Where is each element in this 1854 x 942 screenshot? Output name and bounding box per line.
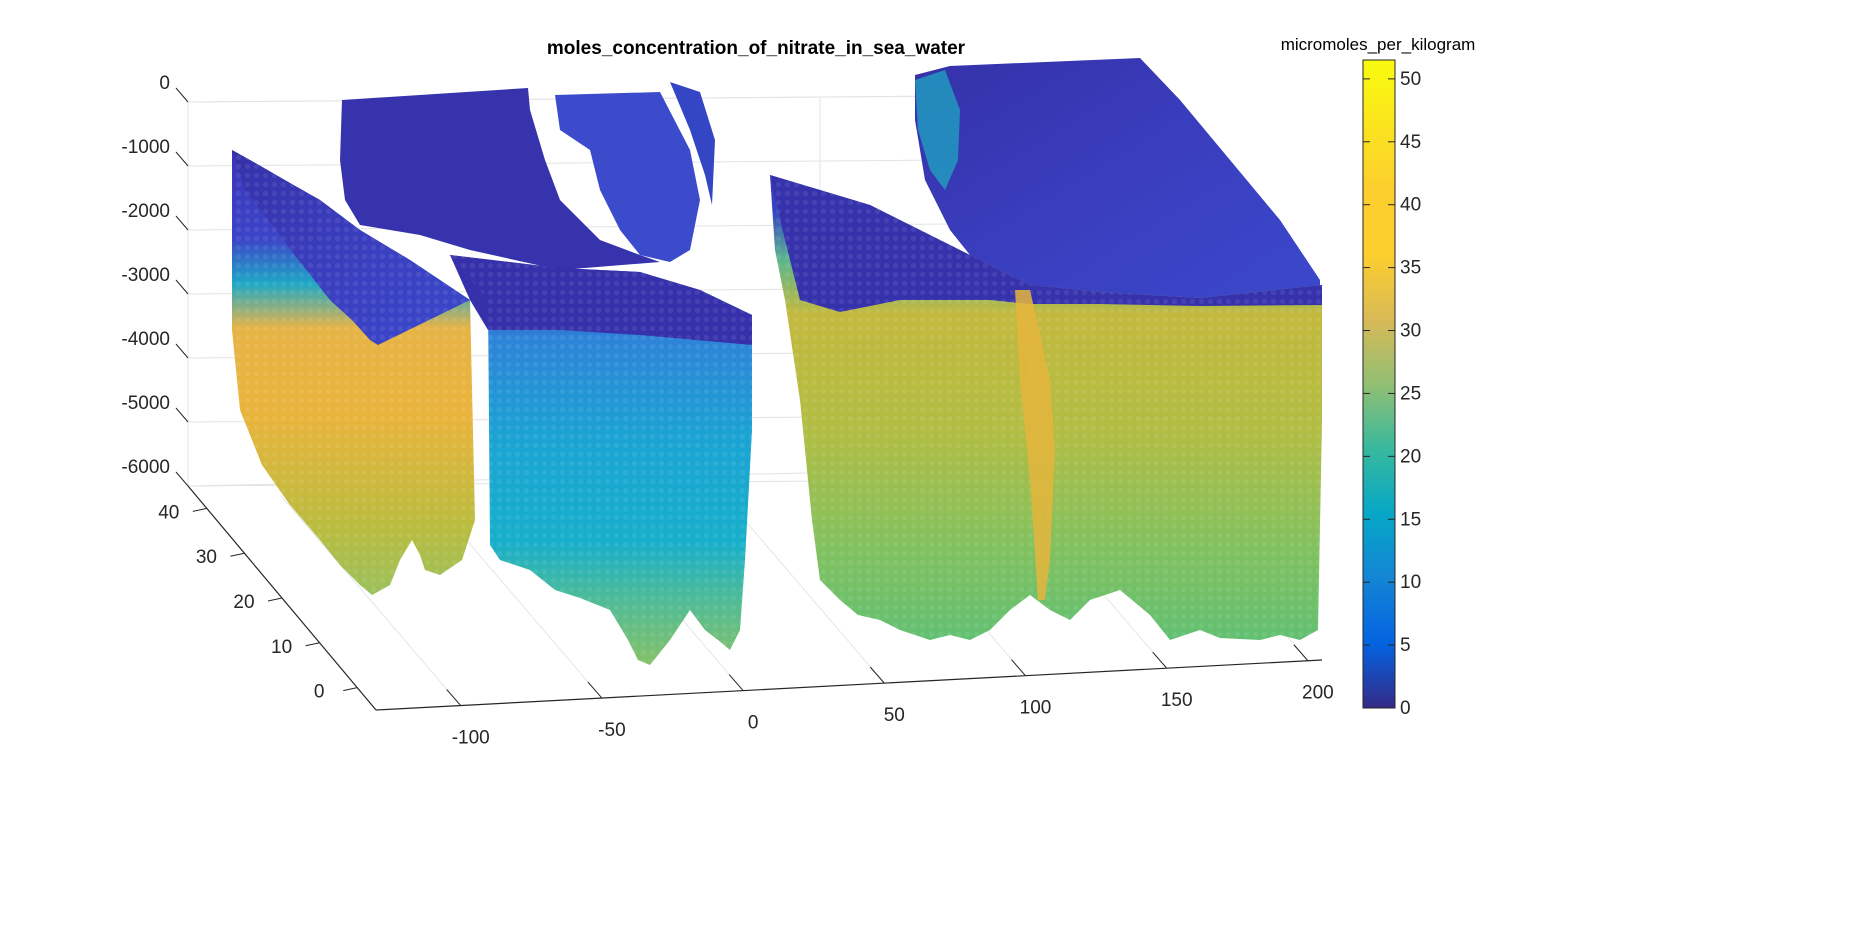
y-tick-mark: [230, 552, 245, 557]
x-tick-label: 200: [1302, 683, 1334, 704]
x-tick-label: 0: [748, 713, 759, 734]
series-central-block: [450, 255, 752, 665]
back-block-right-edge: [915, 70, 960, 190]
x-tick-label: -100: [452, 728, 490, 749]
colorbar-tick-label: 20: [1400, 446, 1421, 467]
z-tick-mark: [175, 151, 189, 167]
z-tick-mark: [175, 343, 189, 359]
series-back-surfaces: [340, 58, 1320, 305]
z-tick-label: 0: [159, 73, 170, 94]
z-tick-mark: [175, 407, 189, 423]
x-tick-mark: [1293, 644, 1309, 662]
z-tick-label: -5000: [121, 393, 170, 414]
colorbar-tick-label: 25: [1400, 383, 1421, 404]
y-axis: 0 10 20 30 40: [158, 502, 358, 703]
colorbar-tick-label: 5: [1400, 635, 1411, 656]
colorbar-ticks: 0 5 10 15 20 25 30 35 40 45 50: [1363, 69, 1421, 719]
west-dot-texture: [232, 150, 475, 595]
back-block-right: [915, 58, 1320, 305]
x-tick-mark: [446, 689, 462, 706]
colorbar-tick-label: 40: [1400, 195, 1421, 216]
z-tick-mark: [175, 471, 189, 487]
east-high-feature: [1015, 290, 1055, 600]
y-tick-mark: [192, 507, 207, 512]
y-tick-mark: [343, 687, 358, 692]
z-tick-mark: [175, 215, 189, 231]
colorbar-tick-label: 15: [1400, 509, 1421, 530]
colorbar-tick-label: 10: [1400, 572, 1421, 593]
y-tick-label: 10: [271, 637, 292, 658]
back-block-left: [340, 88, 660, 270]
series-west-block: [232, 150, 475, 595]
y-tick-mark: [305, 642, 320, 647]
x-tick-mark: [1152, 651, 1168, 669]
colorbar-tick-label: 0: [1400, 698, 1411, 719]
back-block-middle: [555, 92, 700, 262]
x-tick-mark: [1011, 659, 1026, 677]
y-tick-mark: [267, 597, 283, 602]
z-tick-label: -3000: [121, 265, 170, 286]
z-tick-label: -4000: [121, 329, 170, 350]
colorbar-tick-label: 35: [1400, 258, 1421, 279]
x-tick-label: -50: [598, 720, 625, 741]
colorbar-gradient: [1362, 59, 1396, 709]
back-strip: [670, 82, 715, 205]
colorbar-tick-label: 30: [1400, 321, 1421, 342]
series-east-block: [770, 175, 1322, 640]
z-tick-mark: [175, 87, 189, 103]
colorbar-tick-label: 50: [1400, 69, 1421, 90]
x-tick-mark: [869, 666, 885, 684]
z-tick-label: -1000: [121, 137, 170, 158]
z-grid-line: [187, 159, 951, 167]
z-tick-mark: [175, 279, 189, 295]
colorbar: micromoles_per_kilogram 0 5 10 15 20 25 30 35 40…: [1281, 35, 1476, 719]
x-axis-line: [375, 659, 1323, 711]
x-grid-line: [280, 495, 462, 706]
x-tick-label: 150: [1161, 690, 1193, 711]
y-tick-label: 20: [233, 592, 254, 613]
x-axis: -100 -50 0 50 100 150 200: [446, 644, 1334, 749]
y-tick-label: 40: [158, 502, 179, 523]
z-axis: 0 -1000 -2000 -3000 -4000 -5000 -6000: [121, 73, 189, 487]
colorbar-tick-label: 45: [1400, 132, 1421, 153]
z-tick-label: -6000: [121, 457, 170, 478]
chart-title: moles_concentration_of_nitrate_in_sea_wa…: [547, 38, 966, 59]
x-tick-label: 100: [1020, 698, 1052, 719]
x-tick-mark: [728, 674, 744, 691]
central-dot-texture: [450, 255, 752, 665]
x-tick-label: 50: [884, 705, 905, 726]
y-tick-label: 0: [314, 682, 325, 703]
colorbar-label: micromoles_per_kilogram: [1281, 35, 1476, 54]
x-tick-mark: [587, 681, 603, 699]
z-tick-label: -2000: [121, 201, 170, 222]
y-tick-label: 30: [196, 547, 217, 568]
